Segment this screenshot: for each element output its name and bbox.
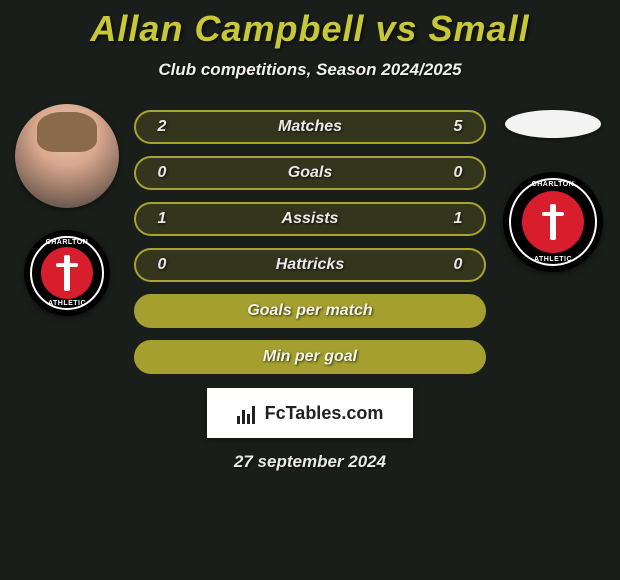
badge-text-bottom: ATHLETIC (48, 300, 86, 307)
player-avatar-right (505, 110, 601, 138)
badge-text-top: CHARLTON (46, 239, 89, 246)
branding-box: FcTables.com (207, 388, 413, 438)
badge-inner-icon (41, 247, 93, 299)
right-column: CHARLTON ATHLETIC (498, 110, 608, 374)
badge-inner-icon (522, 191, 584, 253)
stat-right-value: 1 (448, 210, 468, 228)
club-badge-left: CHARLTON ATHLETIC (24, 230, 110, 316)
sword-icon (64, 255, 70, 291)
stat-right-value: 0 (448, 256, 468, 274)
stat-label: Assists (172, 210, 448, 228)
player-avatar-left (15, 104, 119, 208)
stat-label: Goals (172, 164, 448, 182)
sword-icon (550, 204, 556, 240)
stat-rows: 2 Matches 5 0 Goals 0 1 Assists 1 0 Hatt… (134, 110, 486, 374)
stat-row-matches: 2 Matches 5 (134, 110, 486, 144)
stat-left-value: 1 (152, 210, 172, 228)
subtitle: Club competitions, Season 2024/2025 (0, 60, 620, 80)
stat-row-assists: 1 Assists 1 (134, 202, 486, 236)
date-text: 27 september 2024 (0, 452, 620, 472)
badge-text-bottom: ATHLETIC (534, 256, 572, 263)
stat-label: Hattricks (172, 256, 448, 274)
stat-left-value: 0 (152, 256, 172, 274)
stats-area: CHARLTON ATHLETIC 2 Matches 5 0 Goals 0 … (0, 110, 620, 374)
stat-row-hattricks: 0 Hattricks 0 (134, 248, 486, 282)
page-title: Allan Campbell vs Small (0, 8, 620, 50)
stat-right-value: 0 (448, 164, 468, 182)
left-column: CHARLTON ATHLETIC (12, 110, 122, 374)
bar-chart-icon (237, 402, 259, 424)
stat-row-goals: 0 Goals 0 (134, 156, 486, 190)
stat-row-gpm: Goals per match (134, 294, 486, 328)
stat-left-value: 2 (152, 118, 172, 136)
stat-label: Min per goal (172, 348, 448, 366)
stat-label: Matches (172, 118, 448, 136)
stat-label: Goals per match (172, 302, 448, 320)
stat-right-value: 5 (448, 118, 468, 136)
club-badge-right: CHARLTON ATHLETIC (503, 172, 603, 272)
comparison-card: Allan Campbell vs Small Club competition… (0, 0, 620, 472)
stat-left-value: 0 (152, 164, 172, 182)
branding-text: FcTables.com (265, 403, 384, 424)
stat-row-mpg: Min per goal (134, 340, 486, 374)
badge-text-top: CHARLTON (532, 181, 575, 188)
